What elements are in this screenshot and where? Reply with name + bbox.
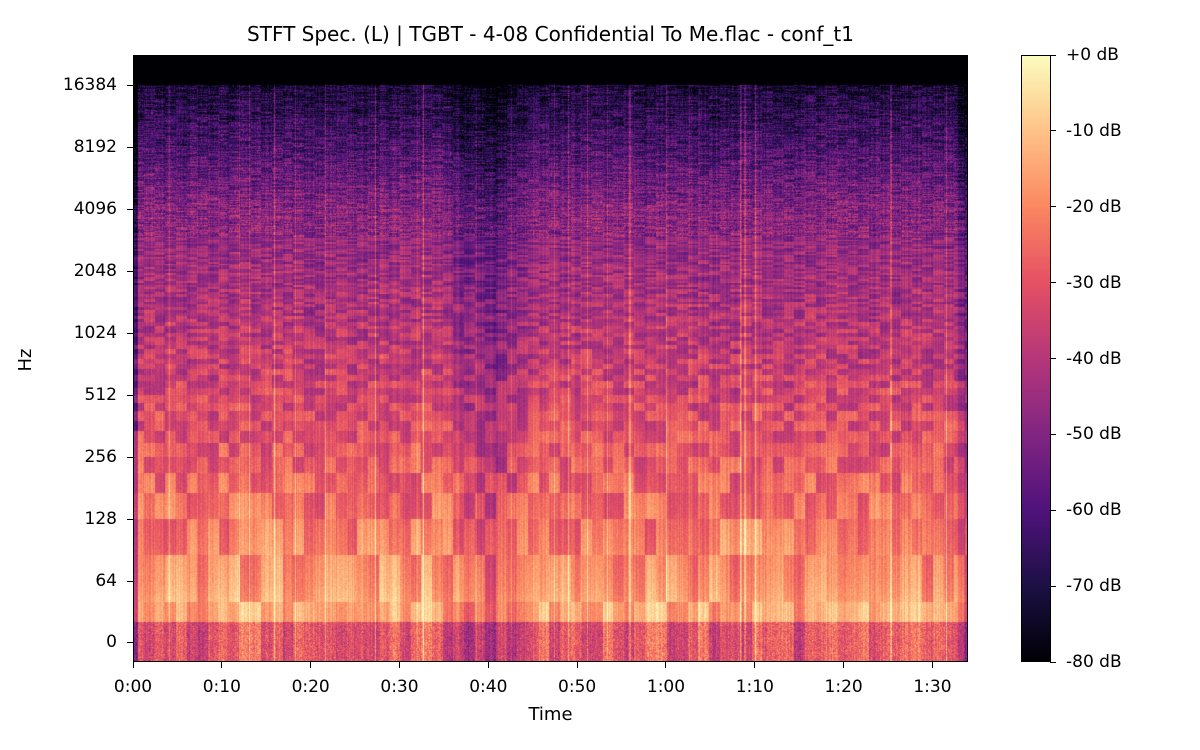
y-tick-mark xyxy=(127,208,133,210)
colorbar-gradient xyxy=(1021,55,1051,662)
x-tick-mark xyxy=(754,662,756,668)
colorbar-tick-mark xyxy=(1050,661,1056,663)
x-tick-mark xyxy=(665,662,667,668)
x-tick-label: 1:00 xyxy=(646,677,686,697)
x-tick-label: 0:30 xyxy=(380,677,419,697)
y-tick-mark xyxy=(127,641,133,643)
plot-area xyxy=(133,55,968,662)
x-tick-label: 0:10 xyxy=(202,677,241,697)
y-tick-mark xyxy=(127,456,133,458)
chart-title: STFT Spec. (L) | TGBT - 4-08 Confidentia… xyxy=(247,22,854,46)
x-tick-label: 1:10 xyxy=(735,677,774,697)
x-tick-mark xyxy=(221,662,223,668)
y-tick-label: 64 xyxy=(95,571,117,591)
y-tick-mark xyxy=(127,518,133,520)
x-tick-label: 0:50 xyxy=(558,677,597,697)
x-tick-label: 1:30 xyxy=(913,677,952,697)
colorbar-tick-mark xyxy=(1050,433,1056,435)
x-tick-mark xyxy=(398,662,400,668)
y-tick-label: 4096 xyxy=(73,199,117,219)
y-tick-mark xyxy=(127,84,133,86)
colorbar-tick-mark xyxy=(1050,585,1056,587)
y-tick-label: 1024 xyxy=(73,323,117,343)
y-tick-mark xyxy=(127,332,133,334)
colorbar-tick-label: -10 dB xyxy=(1066,120,1122,141)
y-tick-label: 256 xyxy=(84,447,117,467)
y-tick-label: 16384 xyxy=(62,75,117,95)
x-tick-mark xyxy=(487,662,489,668)
x-tick-mark xyxy=(310,662,312,668)
y-tick-label: 512 xyxy=(84,385,117,405)
x-tick-mark xyxy=(576,662,578,668)
x-tick-label: 1:20 xyxy=(824,677,863,697)
y-tick-label: 128 xyxy=(84,509,117,529)
y-axis-label: Hz xyxy=(14,348,36,372)
x-tick-label: 0:20 xyxy=(291,677,330,697)
colorbar-tick-label: -30 dB xyxy=(1066,272,1122,293)
y-tick-mark xyxy=(127,580,133,582)
x-tick-mark xyxy=(132,662,134,668)
colorbar-tick-mark xyxy=(1050,54,1056,56)
colorbar-tick-label: -20 dB xyxy=(1066,196,1122,217)
x-tick-mark xyxy=(931,662,933,668)
colorbar-tick-label: +0 dB xyxy=(1066,45,1119,65)
x-tick-label: 0:40 xyxy=(469,677,508,697)
colorbar-tick-mark xyxy=(1050,358,1056,359)
spectrogram-heatmap xyxy=(133,55,968,662)
colorbar-tick-mark xyxy=(1050,130,1056,132)
x-tick-mark xyxy=(843,662,845,668)
x-axis-label: Time xyxy=(528,704,573,725)
colorbar-tick-mark xyxy=(1050,509,1056,511)
colorbar-tick-label: -70 dB xyxy=(1066,576,1122,597)
y-tick-label: 2048 xyxy=(73,261,117,281)
colorbar-tick-label: -60 dB xyxy=(1066,500,1122,521)
colorbar-tick-mark xyxy=(1050,206,1056,208)
y-tick-mark xyxy=(127,146,133,148)
colorbar-tick-label: -50 dB xyxy=(1066,424,1122,445)
x-tick-label: 0:00 xyxy=(113,677,153,697)
y-tick-label: 0 xyxy=(106,632,117,652)
colorbar-tick-label: -80 dB xyxy=(1066,652,1122,672)
colorbar-tick-mark xyxy=(1050,282,1056,284)
colorbar xyxy=(1021,55,1051,662)
y-tick-mark xyxy=(127,394,133,396)
colorbar-tick-label: -40 dB xyxy=(1066,348,1122,369)
y-tick-mark xyxy=(127,270,133,272)
y-tick-label: 8192 xyxy=(73,137,117,157)
